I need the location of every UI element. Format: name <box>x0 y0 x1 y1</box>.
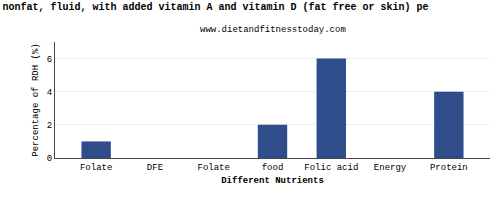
svg-text:DFE: DFE <box>147 163 163 173</box>
svg-text:www.dietandfitnesstoday.com: www.dietandfitnesstoday.com <box>200 25 346 35</box>
svg-text:6: 6 <box>47 55 52 65</box>
svg-text:nonfat, fluid, with added vita: nonfat, fluid, with added vitamin A and … <box>3 2 429 13</box>
svg-text:Percentage of RDH (%): Percentage of RDH (%) <box>31 43 41 156</box>
svg-text:Energy: Energy <box>374 163 407 173</box>
svg-text:Different Nutrients: Different Nutrients <box>221 176 324 186</box>
svg-text:0: 0 <box>47 154 52 164</box>
svg-text:4: 4 <box>47 88 52 98</box>
svg-text:food: food <box>262 163 284 173</box>
svg-text:Folate: Folate <box>80 163 112 173</box>
svg-text:Folic acid: Folic acid <box>304 163 358 173</box>
svg-text:Folate: Folate <box>198 163 230 173</box>
svg-text:Protein: Protein <box>430 163 468 173</box>
svg-text:2: 2 <box>47 121 52 131</box>
